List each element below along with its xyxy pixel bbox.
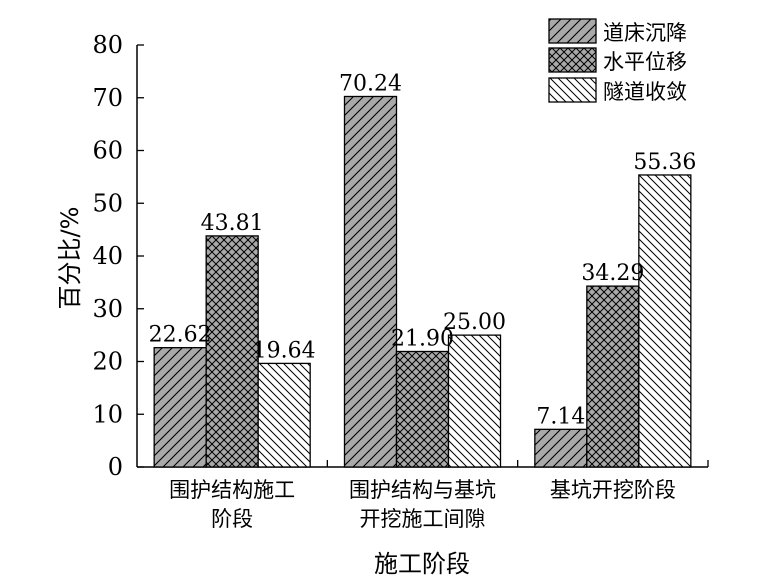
y-tick-label: 30 [92,295,123,323]
y-axis-title: 百分比/% [56,207,84,310]
x-axis-title: 施工阶段 [374,550,470,578]
legend-label-水平位移: 水平位移 [603,50,687,74]
x-ticks [326,460,709,467]
y-tick-label: 0 [108,453,123,481]
y-tick-label: 10 [92,400,123,428]
bar-value-label: 25.00 [443,310,506,335]
bar-道床沉降-1 [343,95,398,468]
legend-swatch-水平位移 [548,47,597,73]
bar-道床沉降-2 [534,428,588,468]
x-category-label: 开挖施工间隙 [360,507,486,531]
y-tick-label: 60 [92,137,123,165]
x-category-label: 围护结构与基坑 [349,478,496,502]
legend: 道床沉降 水平位移 隧道收敛 [548,18,687,104]
x-category-label: 基坑开挖阶段 [550,478,676,502]
bar-value-label: 55.36 [633,150,696,175]
bar-隧道收敛-1 [447,334,502,468]
bar-水平位移-1 [395,350,450,468]
bar-隧道收敛-2 [638,174,692,468]
bar-value-label: 34.29 [581,261,644,286]
bar-value-label: 21.90 [391,326,454,351]
bar-水平位移-2 [586,285,640,468]
y-ticks: 0 10 20 30 40 50 60 70 80 [92,31,144,481]
x-category-label: 围护结构施工 [169,478,295,502]
bar-隧道收敛-0 [257,362,311,468]
y-tick-label: 70 [92,84,123,112]
bar-value-label: 19.64 [253,338,316,363]
bar-value-label: 22.62 [149,323,212,348]
bar-道床沉降-0 [153,347,207,468]
x-category-label: 阶段 [211,507,253,531]
bar-value-label: 70.24 [339,71,402,96]
bar-水平位移-0 [205,235,259,468]
y-tick-label: 20 [92,348,123,376]
y-tick-label: 40 [92,242,123,270]
bars [153,95,692,468]
legend-swatch-隧道收敛 [548,77,597,103]
legend-label-隧道收敛: 隧道收敛 [603,80,687,104]
y-tick-label: 80 [92,31,123,59]
bar-value-label: 43.81 [201,211,264,236]
y-tick-label: 50 [92,189,123,217]
legend-label-道床沉降: 道床沉降 [603,21,687,45]
legend-swatch-道床沉降 [548,18,597,44]
bar-value-label: 7.14 [536,404,585,429]
